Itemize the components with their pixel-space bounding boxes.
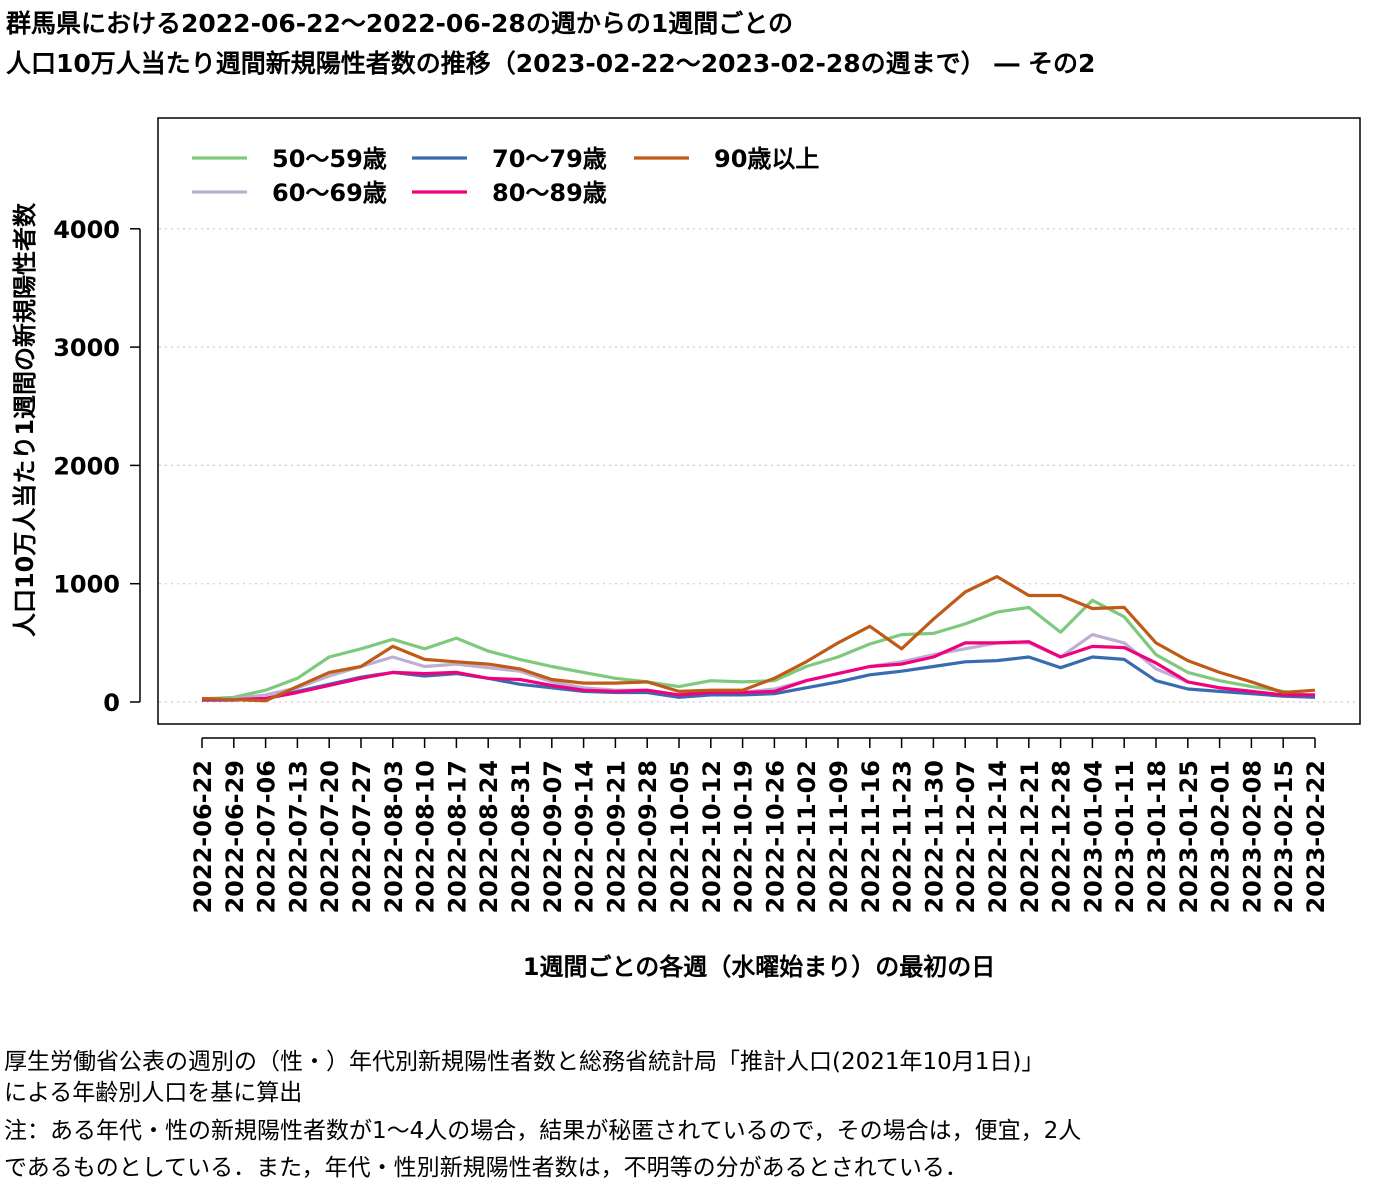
- x-tick-label: 2022-09-21: [602, 760, 630, 914]
- x-tick-label: 2022-11-16: [857, 760, 885, 914]
- footnote-2: であるものとしている．また，年代・性別新規陽性者数は，不明等の分があるとされてい…: [4, 1155, 968, 1181]
- y-tick-label: 3000: [53, 334, 120, 362]
- x-tick-label: 2022-11-09: [825, 760, 853, 914]
- x-tick-label: 2022-09-07: [539, 760, 567, 914]
- source-note-1: 厚生労働省公表の週別の（性・）年代別新規陽性者数と総務省統計局「推計人口(202…: [4, 1049, 1045, 1075]
- x-tick-label: 2022-11-30: [920, 760, 948, 914]
- x-axis: 2022-06-22 2022-06-29 2022-07-06 2022-07-13…: [189, 737, 1330, 914]
- x-tick-label: 2022-07-13: [284, 760, 312, 914]
- chart-title-line2: 人口10万人当たり週間新規陽性者数の推移（2023-02-22～2023-02-…: [6, 49, 1096, 78]
- x-tick-label: 2022-12-28: [1048, 760, 1076, 914]
- x-tick-label: 2022-09-28: [634, 760, 662, 914]
- x-tick-label: 2022-06-22: [189, 760, 217, 914]
- x-tick-label: 2022-11-02: [793, 760, 821, 914]
- x-tick-label: 2022-12-14: [984, 760, 1012, 914]
- x-tick-label: 2022-12-21: [1016, 760, 1044, 914]
- legend-label: 50～59歳: [272, 145, 387, 173]
- x-tick-label: 2022-08-31: [507, 760, 535, 914]
- x-tick-label: 2023-01-18: [1143, 760, 1171, 914]
- legend-label: 70～79歳: [492, 145, 607, 173]
- x-tick-label: 2023-01-25: [1175, 760, 1203, 914]
- y-tick-label: 4000: [53, 216, 120, 244]
- legend-label: 90歳以上: [714, 145, 819, 173]
- x-tick-label: 2023-01-04: [1079, 760, 1107, 914]
- x-tick-label: 2022-08-24: [475, 760, 503, 914]
- y-tick-label: 0: [103, 689, 120, 717]
- x-tick-label: 2022-07-27: [348, 760, 376, 914]
- x-tick-label: 2022-07-06: [253, 760, 281, 914]
- x-tick-label: 2022-12-07: [952, 760, 980, 914]
- y-axis-label: 人口10万人当たり1週間の新規陽性者数: [11, 202, 39, 637]
- series-line-5: [201, 574, 1316, 703]
- x-tick-label: 2022-10-26: [761, 760, 789, 914]
- grid-lines: [159, 228, 1359, 703]
- x-tick-label: 2023-02-15: [1270, 760, 1298, 914]
- y-tick-label: 2000: [53, 452, 120, 480]
- chart-title-line1: 群馬県における2022-06-22～2022-06-28の週からの1週間ごとの: [6, 9, 793, 38]
- source-note-2: による年齢別人口を基に算出: [4, 1080, 303, 1106]
- y-tick-label: 1000: [53, 571, 120, 599]
- series-line-1: [201, 598, 1316, 701]
- x-axis-label: 1週間ごとの各週（水曜始まり）の最初の日: [523, 953, 995, 981]
- y-axis: 0 1000 2000 3000 4000: [53, 216, 141, 717]
- x-tick-label: 2022-07-20: [316, 760, 344, 914]
- x-tick-label: 2022-08-10: [412, 760, 440, 914]
- x-tick-label: 2022-09-14: [571, 760, 599, 914]
- x-tick-label: 2023-02-08: [1238, 760, 1266, 914]
- x-tick-label: 2022-10-05: [666, 760, 694, 914]
- x-tick-label: 2022-08-03: [380, 760, 408, 914]
- x-tick-label: 2023-01-11: [1111, 760, 1139, 914]
- x-tick-label: 2023-02-01: [1207, 760, 1235, 914]
- footnote-1: 注：ある年代・性の新規陽性者数が1～4人の場合，結果が秘匿されているので，その場…: [4, 1118, 1082, 1144]
- x-tick-label: 2022-08-17: [443, 760, 471, 914]
- legend-label: 60～69歳: [272, 179, 387, 207]
- x-tick-label: 2022-11-23: [889, 760, 917, 914]
- x-tick-label: 2022-06-29: [221, 760, 249, 914]
- series-line-4: [202, 640, 1315, 702]
- x-tick-label: 2022-10-19: [730, 760, 758, 914]
- legend: 50～59歳 60～69歳 70～79歳 80～89歳 90歳以上: [192, 145, 819, 207]
- series-lines: [201, 574, 1316, 703]
- plot-frame: [157, 117, 1361, 725]
- x-tick-label: 2023-02-22: [1302, 760, 1330, 914]
- legend-label: 80～89歳: [492, 179, 607, 207]
- x-tick-label: 2022-10-12: [698, 760, 726, 914]
